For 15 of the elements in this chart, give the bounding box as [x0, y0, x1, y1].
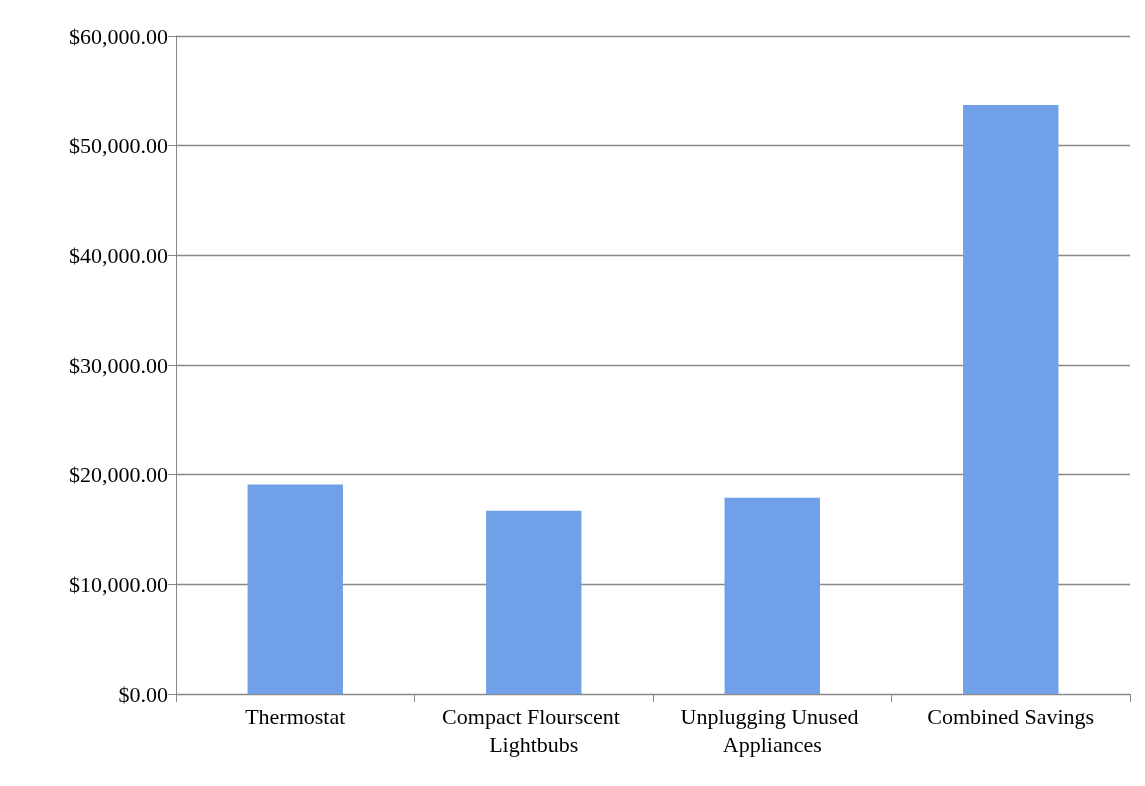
y-tick-label: $0.00	[118, 681, 168, 707]
y-tick-label: $30,000.00	[69, 352, 168, 378]
y-tick-label: $40,000.00	[69, 242, 168, 268]
y-tick-label: $20,000.00	[69, 462, 168, 488]
x-tick-label: Unplugging Unused Appliances	[680, 703, 864, 757]
bar	[724, 497, 820, 694]
y-tick-label: $10,000.00	[69, 571, 168, 597]
y-tick-label: $50,000.00	[69, 133, 168, 159]
bar	[247, 484, 343, 694]
x-tick-label: Thermostat	[245, 703, 346, 729]
bar	[963, 105, 1059, 694]
x-tick-label: Combined Savings	[927, 703, 1095, 729]
x-tick-label: Compact Flourscent Lightbubs	[442, 703, 626, 757]
bar	[486, 510, 582, 694]
y-tick-label: $60,000.00	[69, 23, 168, 49]
